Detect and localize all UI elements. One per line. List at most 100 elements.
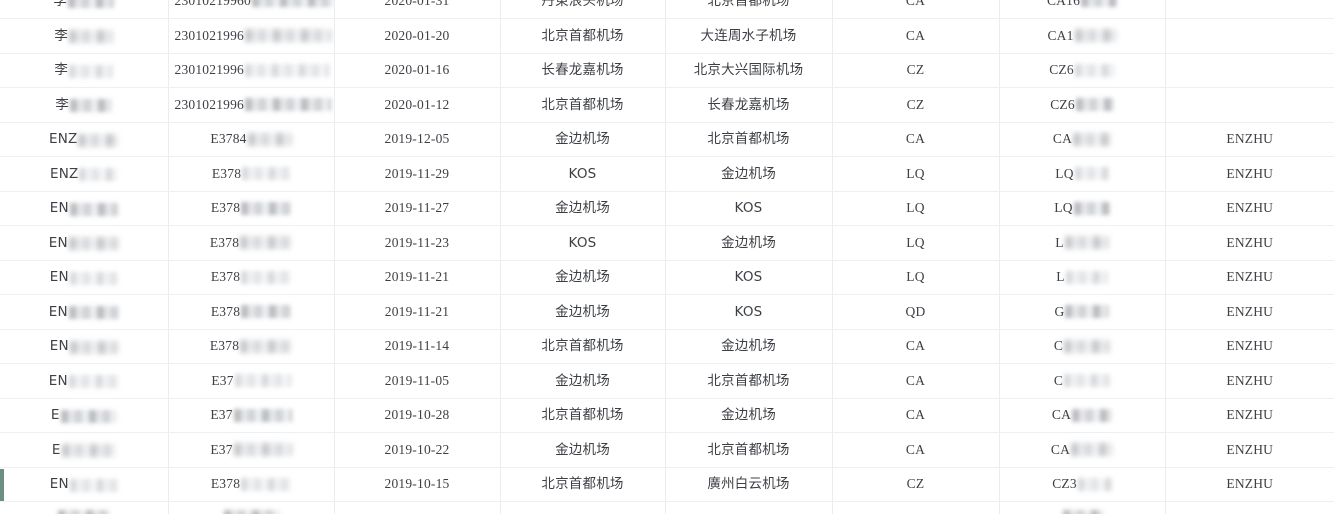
cell-id_no[interactable]: 2301021996	[168, 53, 335, 88]
table-row[interactable]: EN E378 2019-11-21 金边机场 KOS QD G ENZHU	[0, 294, 1334, 330]
cell-date[interactable]: 2019-10-22	[334, 432, 501, 468]
cell-date[interactable]: 2020-01-20	[334, 18, 501, 54]
table-row[interactable]: ENZ E3784 2019-12-05 金边机场 北京首都机场 CA CA ENZHU	[0, 122, 1334, 157]
cell-to[interactable]: 长春龙嘉机场	[665, 87, 833, 123]
cell-to[interactable]: 北京首都机场	[665, 0, 833, 19]
cell-airline[interactable]: QD	[832, 294, 1000, 330]
cell-id_no[interactable]: E378	[168, 467, 335, 502]
table-row[interactable]: EN E378 2019-11-23 KOS 金边机场 LQ L ENZHU	[0, 225, 1334, 261]
table-row[interactable]: E E37 2019-10-28 北京首都机场 金边机场 CA CA ENZHU	[0, 398, 1334, 433]
cell-to[interactable]: 北京首都机场	[665, 432, 833, 468]
table-row[interactable]: 李 2301021996 2020-01-12 北京首都机场 长春龙嘉机场 CZ CZ6	[0, 87, 1334, 123]
cell-flight[interactable]: C	[999, 363, 1166, 399]
cell-flight[interactable]: C	[999, 329, 1166, 364]
cell-agent[interactable]: ENZHU	[1165, 467, 1334, 502]
cell-id_no[interactable]: E37	[168, 363, 335, 399]
cell-name[interactable]: 李	[0, 87, 169, 123]
cell-date[interactable]: 2020-01-16	[334, 53, 501, 88]
cell-airline[interactable]: CA	[832, 122, 1000, 157]
cell-flight[interactable]: CA16	[999, 0, 1166, 19]
cell-flight[interactable]: LQ	[999, 191, 1166, 226]
cell-name[interactable]	[0, 501, 169, 514]
cell-flight[interactable]: L	[999, 225, 1166, 261]
cell-agent[interactable]	[1165, 87, 1334, 123]
cell-id_no[interactable]: E378	[168, 260, 335, 295]
cell-to[interactable]: KOS	[665, 260, 833, 295]
cell-from[interactable]: 金边机场	[500, 294, 666, 330]
cell-from[interactable]: 金边机场	[500, 432, 666, 468]
cell-agent[interactable]	[1165, 0, 1334, 19]
cell-agent[interactable]: ENZHU	[1165, 329, 1334, 364]
table-row[interactable]: E E37 2019-10-22 金边机场 北京首都机场 CA CA ENZHU	[0, 432, 1334, 468]
cell-to[interactable]: KOS	[665, 294, 833, 330]
table-row[interactable]: EN E378 2019-10-15 北京首都机场 廣州白云机场 CZ CZ3 ENZHU	[0, 467, 1334, 502]
cell-id_no[interactable]: E378	[168, 329, 335, 364]
cell-name[interactable]: EN	[0, 225, 169, 261]
table-row[interactable]: EN E378 2019-11-14 北京首都机场 金边机场 CA C ENZHU	[0, 329, 1334, 364]
cell-name[interactable]: 李	[0, 53, 169, 88]
cell-name[interactable]: EN	[0, 260, 169, 295]
cell-from[interactable]: 丹東浪头机场	[500, 0, 666, 19]
cell-flight[interactable]: CA	[999, 432, 1166, 468]
cell-agent[interactable]: ENZHU	[1165, 122, 1334, 157]
cell-date[interactable]	[334, 501, 501, 514]
cell-from[interactable]: 金边机场	[500, 122, 666, 157]
cell-flight[interactable]	[999, 501, 1166, 514]
cell-to[interactable]: 北京首都机场	[665, 122, 833, 157]
cell-from[interactable]: 北京首都机场	[500, 87, 666, 123]
cell-flight[interactable]: CA	[999, 398, 1166, 433]
cell-airline[interactable]: LQ	[832, 225, 1000, 261]
cell-name[interactable]: 李	[0, 0, 169, 19]
cell-to[interactable]: 北京首都机场	[665, 363, 833, 399]
cell-name[interactable]: EN	[0, 294, 169, 330]
cell-from[interactable]: KOS	[500, 156, 666, 192]
table-row[interactable]: EN E378 2019-11-21 金边机场 KOS LQ L ENZHU	[0, 260, 1334, 295]
cell-from[interactable]: 金边机场	[500, 260, 666, 295]
cell-agent[interactable]: ENZHU	[1165, 294, 1334, 330]
cell-name[interactable]: EN	[0, 467, 169, 502]
cell-flight[interactable]: LQ	[999, 156, 1166, 192]
cell-to[interactable]	[665, 501, 833, 514]
cell-agent[interactable]	[1165, 53, 1334, 88]
cell-to[interactable]: 金边机场	[665, 398, 833, 433]
cell-date[interactable]: 2019-12-05	[334, 122, 501, 157]
cell-flight[interactable]: CZ6	[999, 87, 1166, 123]
cell-id_no[interactable]: E3784	[168, 122, 335, 157]
cell-to[interactable]: KOS	[665, 191, 833, 226]
cell-name[interactable]: EN	[0, 191, 169, 226]
cell-from[interactable]: 北京首都机场	[500, 467, 666, 502]
cell-agent[interactable]	[1165, 501, 1334, 514]
cell-id_no[interactable]: E37	[168, 432, 335, 468]
cell-id_no[interactable]: E37	[168, 398, 335, 433]
cell-date[interactable]: 2020-01-12	[334, 87, 501, 123]
cell-agent[interactable]: ENZHU	[1165, 432, 1334, 468]
cell-name[interactable]: EN	[0, 363, 169, 399]
cell-to[interactable]: 金边机场	[665, 156, 833, 192]
cell-airline[interactable]: LQ	[832, 191, 1000, 226]
cell-id_no[interactable]: E378	[168, 191, 335, 226]
cell-to[interactable]: 大连周水子机场	[665, 18, 833, 54]
cell-id_no[interactable]: E378	[168, 225, 335, 261]
cell-airline[interactable]	[832, 501, 1000, 514]
cell-flight[interactable]: CZ6	[999, 53, 1166, 88]
cell-flight[interactable]: CA1	[999, 18, 1166, 54]
cell-airline[interactable]: LQ	[832, 156, 1000, 192]
cell-name[interactable]: EN	[0, 329, 169, 364]
cell-date[interactable]: 2019-11-05	[334, 363, 501, 399]
cell-airline[interactable]: CA	[832, 18, 1000, 54]
cell-agent[interactable]: ENZHU	[1165, 156, 1334, 192]
cell-from[interactable]	[500, 501, 666, 514]
cell-flight[interactable]: CZ3	[999, 467, 1166, 502]
cell-name[interactable]: E	[0, 398, 169, 433]
cell-date[interactable]: 2019-11-29	[334, 156, 501, 192]
cell-airline[interactable]: CZ	[832, 467, 1000, 502]
cell-airline[interactable]: CA	[832, 363, 1000, 399]
cell-from[interactable]: 金边机场	[500, 191, 666, 226]
cell-name[interactable]: E	[0, 432, 169, 468]
cell-airline[interactable]: CA	[832, 398, 1000, 433]
cell-from[interactable]: 北京首都机场	[500, 18, 666, 54]
cell-id_no[interactable]: 2301021996	[168, 87, 335, 123]
cell-id_no[interactable]	[168, 501, 335, 514]
cell-date[interactable]: 2019-11-23	[334, 225, 501, 261]
cell-airline[interactable]: CA	[832, 432, 1000, 468]
